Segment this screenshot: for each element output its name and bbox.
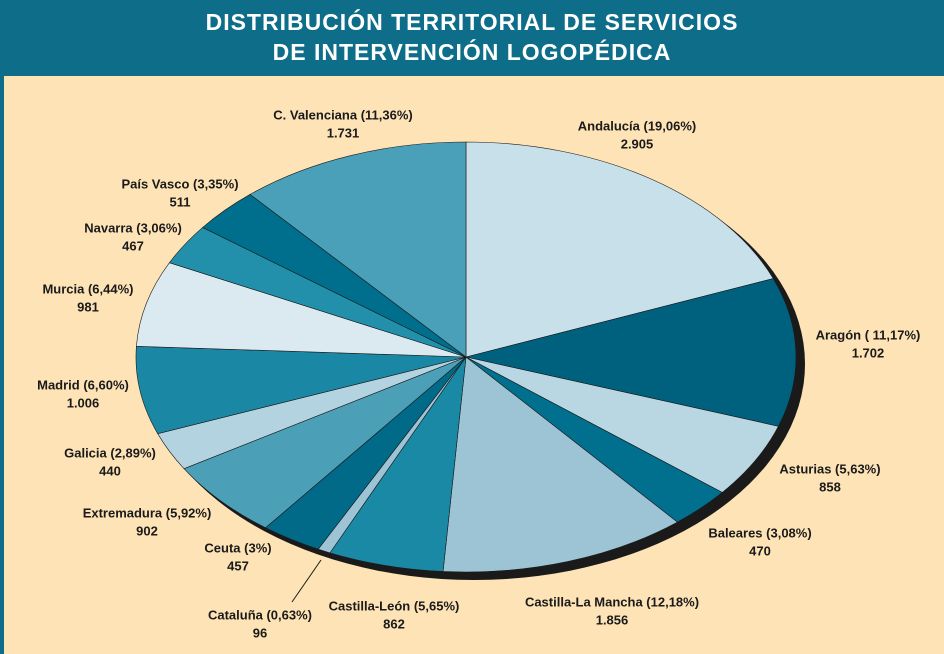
slice-value: 981 bbox=[77, 299, 99, 314]
slice-value: 1.702 bbox=[852, 345, 885, 360]
slice-label: Castilla-La Mancha (12,18%) bbox=[525, 594, 699, 609]
slice-value: 1.856 bbox=[596, 612, 629, 627]
slice-value: 470 bbox=[749, 543, 771, 558]
slice-label: Castilla-León (5,65%) bbox=[329, 598, 460, 613]
slice-label: Cataluña (0,63%) bbox=[208, 607, 312, 622]
slice-value: 2.905 bbox=[621, 136, 654, 151]
left-border bbox=[0, 76, 4, 654]
slice-label: Madrid (6,60%) bbox=[37, 377, 129, 392]
slice-label: Ceuta (3%) bbox=[204, 540, 271, 555]
slice-value: 96 bbox=[253, 625, 267, 640]
pie-slice bbox=[249, 141, 467, 358]
slice-value: 457 bbox=[227, 558, 249, 573]
pie-slice bbox=[465, 141, 774, 358]
pie-slice bbox=[135, 345, 467, 435]
leader-line bbox=[291, 559, 322, 603]
slice-value: 862 bbox=[383, 616, 405, 631]
slice-label: Asturias (5,63%) bbox=[779, 461, 880, 476]
title-band bbox=[0, 0, 944, 76]
slice-value: 1.006 bbox=[67, 395, 100, 410]
chart-title: DE INTERVENCIÓN LOGOPÉDICA bbox=[273, 38, 672, 65]
slice-label: Aragón ( 11,17%) bbox=[816, 327, 921, 342]
slice-value: 440 bbox=[99, 463, 121, 478]
slice-label: Navarra (3,06%) bbox=[84, 220, 182, 235]
slice-label: Baleares (3,08%) bbox=[708, 525, 811, 540]
slice-label: Murcia (6,44%) bbox=[42, 281, 133, 296]
pie-slice bbox=[136, 262, 467, 358]
slice-value: 1.731 bbox=[327, 125, 360, 140]
slice-label: Andalucía (19,06%) bbox=[578, 118, 697, 133]
pie-slice bbox=[465, 278, 797, 427]
slice-value: 902 bbox=[136, 523, 158, 538]
pie-slice bbox=[442, 356, 678, 573]
slice-value: 511 bbox=[170, 194, 191, 209]
slice-label: Galicia (2,89%) bbox=[64, 445, 156, 460]
chart-title: DISTRIBUCIÓN TERRITORIAL DE SERVICIOS bbox=[206, 8, 739, 35]
slice-value: 467 bbox=[122, 238, 144, 253]
slice-label: Extremadura (5,92%) bbox=[83, 505, 212, 520]
slice-value: 858 bbox=[819, 479, 841, 494]
slice-label: C. Valenciana (11,36%) bbox=[273, 107, 412, 122]
slice-label: País Vasco (3,35%) bbox=[121, 176, 238, 191]
pie-slice bbox=[183, 356, 467, 529]
